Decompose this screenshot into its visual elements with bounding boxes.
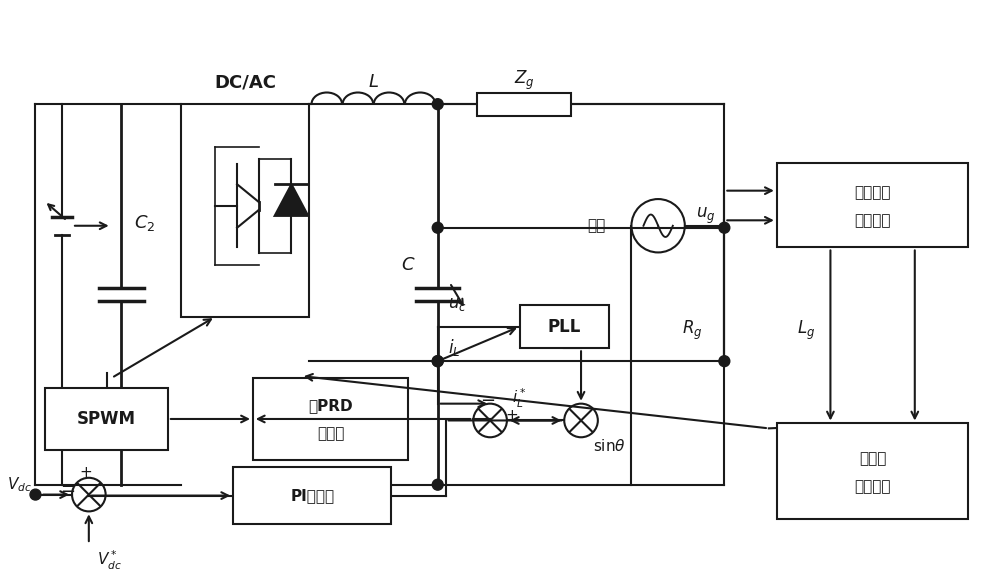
Circle shape <box>432 479 443 490</box>
Circle shape <box>432 222 443 233</box>
Text: $L_g$: $L_g$ <box>797 319 815 342</box>
Text: $Z_g$: $Z_g$ <box>514 69 535 92</box>
Circle shape <box>432 99 443 109</box>
Bar <box>253 378 408 460</box>
Text: $-$: $-$ <box>60 476 75 494</box>
Circle shape <box>719 222 730 233</box>
Text: $V_{dc}^*$: $V_{dc}^*$ <box>97 549 122 572</box>
Circle shape <box>719 356 730 367</box>
Text: $L$: $L$ <box>368 74 379 91</box>
Text: 电网阻抗: 电网阻抗 <box>854 185 891 200</box>
Bar <box>520 305 609 349</box>
Text: $u_g$: $u_g$ <box>696 206 715 226</box>
Text: $+$: $+$ <box>79 466 92 481</box>
Text: 电网: 电网 <box>588 218 606 233</box>
Text: SPWM: SPWM <box>77 410 136 428</box>
Text: $-$: $-$ <box>60 481 75 499</box>
Text: DC/AC: DC/AC <box>214 74 276 91</box>
Text: $C_2$: $C_2$ <box>134 213 156 233</box>
Bar <box>45 388 168 450</box>
Text: 自适应: 自适应 <box>859 451 886 466</box>
Text: 控制算法: 控制算法 <box>854 479 891 494</box>
Text: $V_{dc}$: $V_{dc}$ <box>7 475 31 494</box>
Text: $C$: $C$ <box>401 256 415 274</box>
Text: PLL: PLL <box>548 317 581 336</box>
Text: 在线检测: 在线检测 <box>854 213 891 228</box>
Circle shape <box>432 356 443 367</box>
Bar <box>777 163 968 247</box>
Text: $-$: $-$ <box>480 390 495 408</box>
Text: $R_g$: $R_g$ <box>682 319 703 342</box>
Text: $i_L^*$: $i_L^*$ <box>512 387 526 411</box>
Bar <box>181 104 309 317</box>
Bar <box>477 93 571 116</box>
Text: sin$\theta$: sin$\theta$ <box>593 438 626 454</box>
Bar <box>233 467 391 524</box>
Circle shape <box>432 356 443 367</box>
Circle shape <box>30 489 41 500</box>
Text: 准PRD: 准PRD <box>308 398 353 413</box>
Polygon shape <box>275 184 308 216</box>
Bar <box>777 423 968 519</box>
Text: $i_L$: $i_L$ <box>448 337 460 358</box>
Text: $+$: $+$ <box>505 408 518 423</box>
Text: $u_c$: $u_c$ <box>448 296 466 313</box>
Text: 控制器: 控制器 <box>317 426 344 441</box>
Text: PI控制器: PI控制器 <box>290 488 334 503</box>
